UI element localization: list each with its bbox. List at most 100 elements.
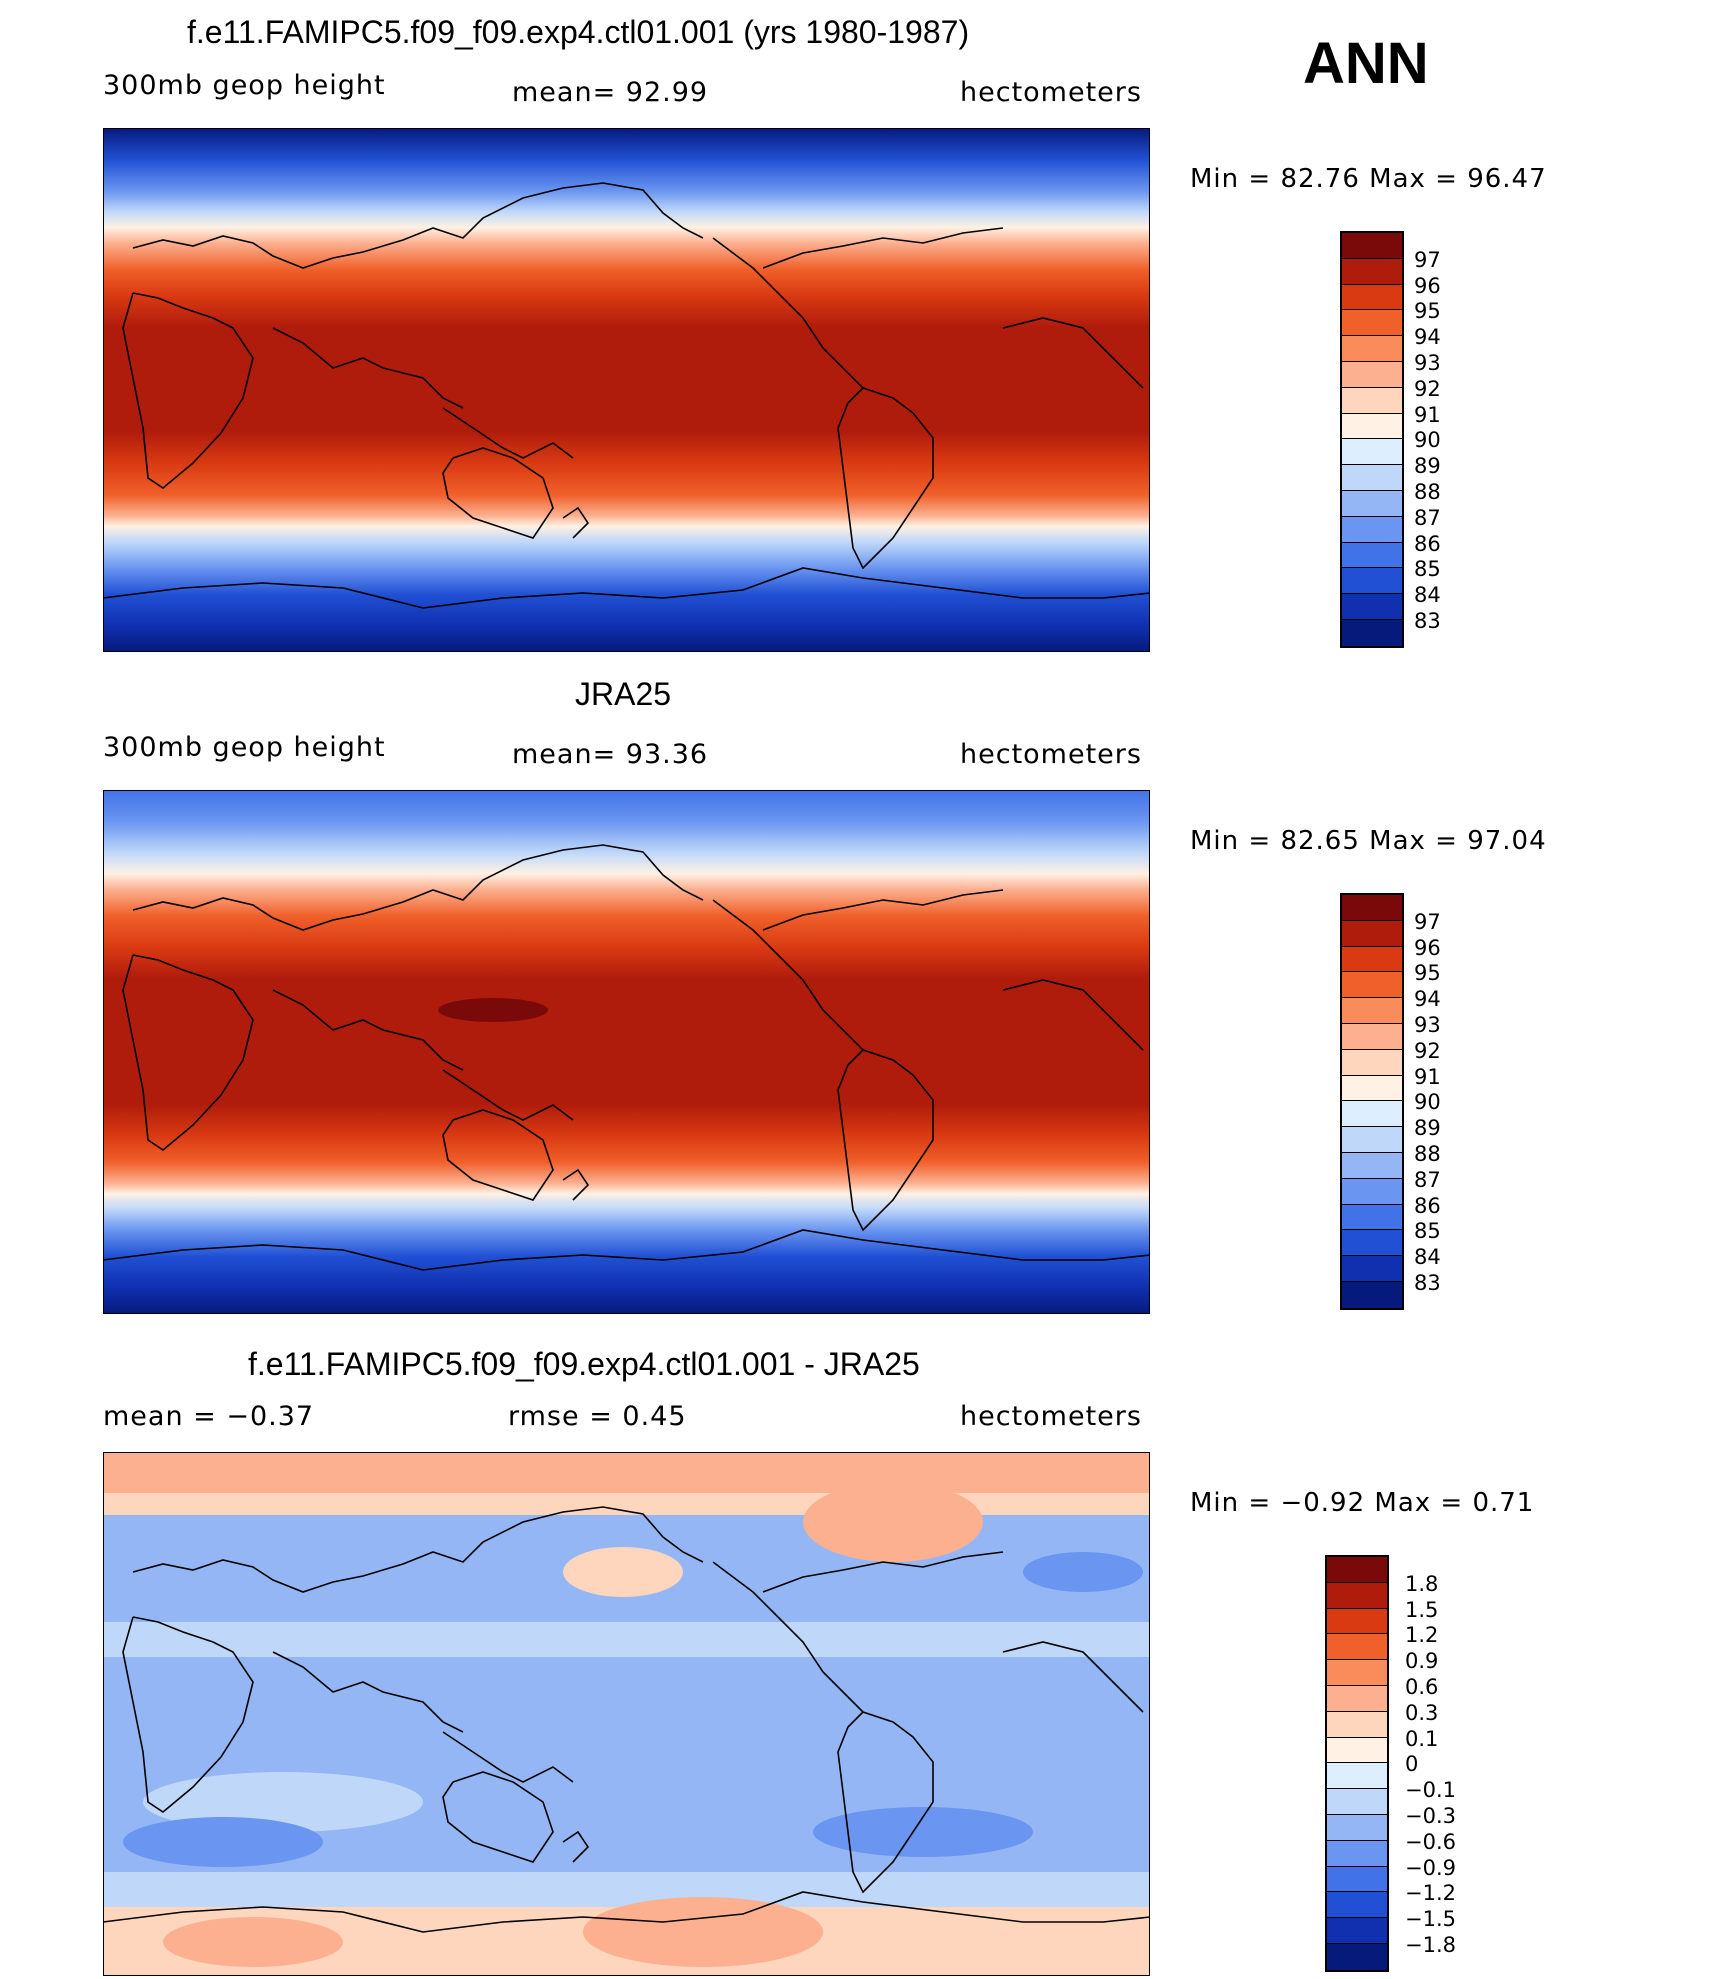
panel-3-colorbar-swatch xyxy=(1327,1557,1387,1583)
panel-1-colorbar-swatch xyxy=(1342,336,1402,362)
panel-3-colorbar-tick-label: 1.5 xyxy=(1405,1597,1439,1622)
panel-1-colorbar-swatch xyxy=(1342,619,1402,646)
panel-2-colorbar-swatch xyxy=(1342,895,1402,921)
panel-3-colorbar-tick-label: 0.6 xyxy=(1405,1675,1439,1699)
panel-3-colorbar-swatch xyxy=(1327,1634,1387,1661)
panel-2-colorbar-tick-label: 83 xyxy=(1414,1271,1441,1295)
panel-2-colorbar-tick-label: 86 xyxy=(1414,1193,1441,1218)
panel-2-colorbar-swatch xyxy=(1342,972,1402,999)
panel-1-colorbar-swatch xyxy=(1342,387,1402,414)
panel-2-colorbar-tick-label: 84 xyxy=(1414,1245,1441,1270)
panel-3-colorbar-tick-label: 0.3 xyxy=(1405,1700,1439,1725)
panel-2-colorbar-tick-label: 85 xyxy=(1414,1219,1441,1244)
panel-3-negative-region-south-pacific xyxy=(813,1807,1033,1857)
panel-1-colorbar-tick-label: 92 xyxy=(1414,376,1441,401)
panel-1-units-label: hectometers xyxy=(960,77,1142,108)
panel-2-colorbar-swatch xyxy=(1342,1075,1402,1102)
season-label: ANN xyxy=(1303,31,1429,96)
panel-2-colorbar-tick-label: 90 xyxy=(1414,1090,1441,1115)
panel-1-colorbar-swatch xyxy=(1342,439,1402,466)
panel-3-colorbar-tick-label: 0 xyxy=(1405,1752,1419,1777)
panel-2-colorbar-tick-label: 95 xyxy=(1414,961,1441,986)
panel-2-colorbar xyxy=(1340,893,1404,1310)
panel-3-colorbar-tick-label: 0.1 xyxy=(1405,1726,1439,1751)
panel-3-rmse-label: rmse = 0.45 xyxy=(508,1401,687,1432)
panel-2-coastlines xyxy=(103,844,1150,1271)
panel-3-positive-region-antarctic xyxy=(583,1897,823,1967)
panel-3-negative-region-south-indian xyxy=(123,1817,323,1867)
panel-3-colorbar-swatch xyxy=(1327,1840,1387,1867)
panel-1-colorbar-tick-label: 91 xyxy=(1414,402,1441,427)
panel-1-colorbar-tick-label: 96 xyxy=(1414,273,1441,298)
panel-1-colorbar-tick-label: 86 xyxy=(1414,531,1441,556)
panel-2-colorbar-tick-label: 87 xyxy=(1414,1167,1441,1192)
panel-2-variable-label: 300mb geop height xyxy=(103,732,386,763)
panel-1-colorbar-swatch xyxy=(1342,258,1402,285)
panel-1-colorbar-swatch xyxy=(1342,516,1402,543)
panel-3-colorbar-tick-label: 1.2 xyxy=(1405,1623,1439,1648)
panel-3-colorbar-tick-label: −1.5 xyxy=(1405,1907,1456,1932)
panel-3-colorbar-tick-label: −1.8 xyxy=(1405,1933,1456,1957)
panel-2-colorbar-tick-label: 96 xyxy=(1414,935,1441,960)
panel-3-light-region xyxy=(143,1772,423,1832)
panel-1-colorbar-tick-label: 95 xyxy=(1414,299,1441,324)
panel-3-colorbar-tick-label: −0.3 xyxy=(1405,1804,1456,1828)
panel-1-colorbar-tick-label: 94 xyxy=(1414,325,1441,350)
panel-1-minmax: Min = 82.76 Max = 96.47 xyxy=(1190,164,1547,194)
panel-2-colorbar-tick-label: 94 xyxy=(1414,987,1441,1012)
panel-1-mean-label: mean= 92.99 xyxy=(512,77,709,108)
panel-3-colorbar-swatch xyxy=(1327,1763,1387,1790)
panel-2-minmax: Min = 82.65 Max = 97.04 xyxy=(1190,826,1547,856)
panel-1-colorbar-tick-label: 84 xyxy=(1414,583,1441,608)
panel-1-colorbar xyxy=(1340,231,1404,648)
panel-3-colorbar xyxy=(1325,1555,1389,1972)
panel-1-colorbar-swatch xyxy=(1342,465,1402,491)
panel-2-colorbar-swatch xyxy=(1342,1049,1402,1076)
panel-1-colorbar-swatch xyxy=(1342,233,1402,259)
panel-1-colorbar-swatch xyxy=(1342,490,1402,517)
panel-2-colorbar-swatch xyxy=(1342,1101,1402,1128)
panel-3-colorbar-swatch xyxy=(1327,1918,1387,1944)
panel-2-title: JRA25 xyxy=(575,676,672,712)
panel-1-colorbar-swatch xyxy=(1342,361,1402,388)
panel-3-map xyxy=(103,1452,1150,1976)
panel-1-variable-label: 300mb geop height xyxy=(103,70,386,101)
panel-2-colorbar-swatch xyxy=(1342,1230,1402,1257)
panel-1-colorbar-swatch xyxy=(1342,310,1402,337)
panel-1-title: f.e11.FAMIPC5.f09_f09.exp4.ctl01.001 (yr… xyxy=(187,14,970,50)
panel-3-coastlines xyxy=(103,1506,1150,1933)
panel-3-colorbar-swatch xyxy=(1327,1660,1387,1686)
panel-3-colorbar-swatch xyxy=(1327,1685,1387,1712)
panel-2-units-label: hectometers xyxy=(960,739,1142,770)
panel-3-colorbar-swatch xyxy=(1327,1943,1387,1970)
panel-3-colorbar-swatch xyxy=(1327,1866,1387,1893)
panel-2-map xyxy=(103,790,1150,1314)
panel-1-colorbar-swatch xyxy=(1342,594,1402,620)
panel-3-colorbar-tick-label: −1.2 xyxy=(1405,1881,1456,1906)
panel-2-colorbar-tick-label: 97 xyxy=(1414,909,1441,934)
panel-2-colorbar-tick-label: 88 xyxy=(1414,1142,1441,1166)
panel-2-colorbar-swatch xyxy=(1342,1281,1402,1308)
panel-3-colorbar-swatch xyxy=(1327,1711,1387,1738)
panel-2-colorbar-swatch xyxy=(1342,998,1402,1024)
panel-3-units-label: hectometers xyxy=(960,1401,1142,1432)
panel-3-title: f.e11.FAMIPC5.f09_f09.exp4.ctl01.001 - J… xyxy=(248,1346,920,1382)
panel-1-colorbar-tick-label: 89 xyxy=(1414,454,1441,479)
panel-2-colorbar-tick-label: 89 xyxy=(1414,1116,1441,1141)
panel-1-colorbar-swatch xyxy=(1342,413,1402,440)
panel-3-colorbar-tick-label: −0.9 xyxy=(1405,1855,1456,1880)
panel-1-colorbar-tick-label: 85 xyxy=(1414,557,1441,582)
panel-3-positive-region-north xyxy=(803,1482,983,1562)
panel-2-colorbar-tick-label: 92 xyxy=(1414,1038,1441,1063)
panel-2-colorbar-swatch xyxy=(1342,1256,1402,1282)
panel-1-colorbar-tick-label: 83 xyxy=(1414,609,1441,633)
panel-3-colorbar-tick-label: 1.8 xyxy=(1405,1571,1439,1596)
panel-2-mean-label: mean= 93.36 xyxy=(512,739,709,770)
panel-1-coastlines xyxy=(103,182,1150,609)
panel-2-colorbar-swatch xyxy=(1342,1178,1402,1205)
panel-2-colorbar-swatch xyxy=(1342,1204,1402,1231)
panel-3-colorbar-swatch xyxy=(1327,1737,1387,1764)
panel-2-colorbar-swatch xyxy=(1342,920,1402,947)
panel-2-colorbar-swatch xyxy=(1342,1152,1402,1179)
panel-3-colorbar-swatch xyxy=(1327,1789,1387,1815)
